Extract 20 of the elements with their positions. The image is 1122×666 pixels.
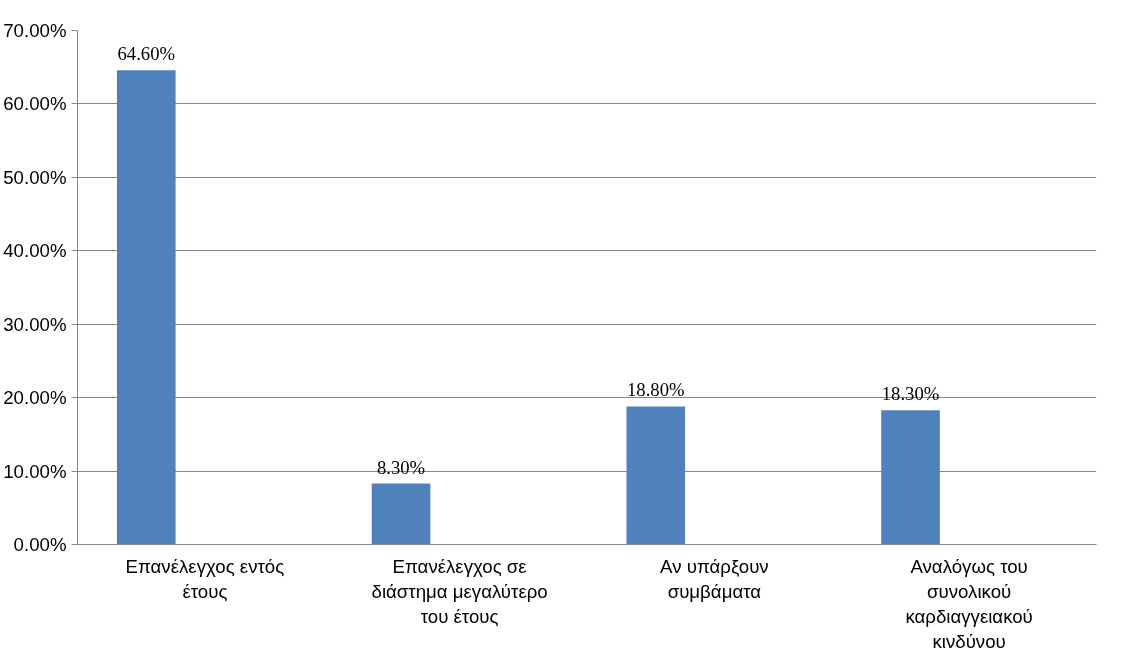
bar	[626, 406, 686, 545]
bar	[881, 410, 940, 545]
y-tick-label: 10.00%	[3, 460, 67, 482]
data-label: 18.80%	[627, 379, 685, 401]
y-tick-label: 20.00%	[3, 387, 67, 409]
data-label: 8.30%	[376, 456, 426, 478]
x-tick-label: Επανέλεγχος εντός έτους	[125, 555, 285, 602]
bar	[371, 483, 431, 545]
x-tick-label: Αν υπάρξουν συμβάματα	[660, 555, 769, 602]
y-tick-label: 60.00%	[3, 93, 67, 115]
x-tick-label: Επανέλεγχος σε διάστημα μεγαλύτερο του έτους	[371, 555, 548, 627]
y-tick-label: 0.00%	[13, 534, 67, 555]
data-label: 64.60%	[117, 43, 176, 65]
y-tick-label: 70.00%	[3, 20, 67, 41]
x-tick-label: Αναλόγως του συνολικού καρδιαγγειακού κινδύνου	[905, 555, 1033, 653]
data-label: 18.30%	[881, 383, 940, 405]
y-tick-label: 50.00%	[3, 166, 67, 188]
y-tick-label: 40.00%	[3, 240, 67, 262]
bar	[116, 70, 176, 545]
y-tick-label: 30.00%	[3, 313, 67, 335]
